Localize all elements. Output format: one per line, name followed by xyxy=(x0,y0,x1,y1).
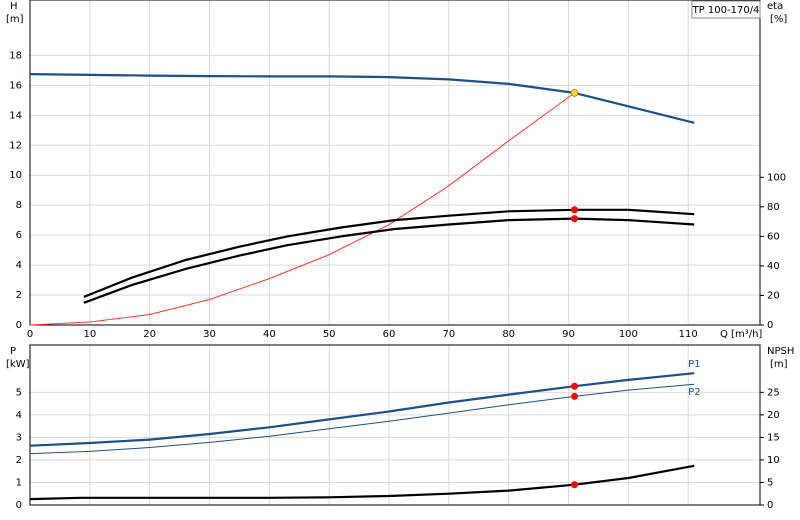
y2-tick-label: 5 xyxy=(767,477,773,488)
y-tick-label: 10 xyxy=(9,170,22,181)
x-tick-label: 0 xyxy=(27,329,33,340)
x-tick-label: 100 xyxy=(619,329,638,340)
x-tick-label: 10 xyxy=(83,329,96,340)
y2-axis-unit: [m] xyxy=(770,359,788,370)
y2-axis-title: NPSH xyxy=(767,346,794,357)
duty-point xyxy=(571,382,579,390)
y-tick-label: 4 xyxy=(16,410,22,421)
y-tick-label: 5 xyxy=(16,387,22,398)
y-tick-label: 6 xyxy=(16,230,22,241)
x-tick-label: 80 xyxy=(502,329,515,340)
plot-frame xyxy=(29,0,761,326)
duty-point xyxy=(571,215,579,223)
x-tick-label: 60 xyxy=(383,329,396,340)
x-tick-label: 90 xyxy=(562,329,575,340)
plot-frame xyxy=(29,344,761,506)
chart-title: TP 100-170/4 xyxy=(692,5,760,16)
curve xyxy=(29,383,695,455)
curve xyxy=(29,92,575,326)
title-box xyxy=(691,0,761,19)
y-axis-unit: [kW] xyxy=(6,359,30,370)
duty-point xyxy=(571,481,579,489)
y-axis-unit: [m] xyxy=(6,14,24,25)
duty-point xyxy=(570,88,579,97)
y-tick-label: 3 xyxy=(16,432,22,443)
y2-tick-label: 0 xyxy=(767,500,773,511)
y2-axis-title: eta xyxy=(767,1,783,12)
y-tick-label: 12 xyxy=(9,140,22,151)
y-tick-label: 14 xyxy=(9,110,22,121)
y2-tick-label: 40 xyxy=(767,261,780,272)
y-axis-title: H xyxy=(10,1,18,12)
x-axis-title: Q [m³/h] xyxy=(720,329,762,340)
duty-point xyxy=(571,206,579,214)
y-tick-label: 2 xyxy=(16,290,22,301)
y2-tick-label: 20 xyxy=(767,410,780,421)
y2-tick-label: 10 xyxy=(767,455,780,466)
duty-point xyxy=(571,392,579,400)
series-label: P2 xyxy=(688,387,700,398)
curve xyxy=(29,372,695,447)
y-tick-label: 2 xyxy=(16,455,22,466)
x-tick-label: 20 xyxy=(143,329,156,340)
x-tick-label: 30 xyxy=(203,329,216,340)
y-tick-label: 4 xyxy=(16,260,22,271)
y-axis-title: P xyxy=(10,346,16,357)
y2-tick-label: 100 xyxy=(767,172,786,183)
y-tick-label: 8 xyxy=(16,200,22,211)
x-tick-label: 110 xyxy=(679,329,698,340)
x-tick-label: 50 xyxy=(323,329,336,340)
y-tick-label: 18 xyxy=(9,50,22,61)
y2-tick-label: 0 xyxy=(767,320,773,331)
curve xyxy=(83,208,695,298)
curve xyxy=(29,73,695,124)
y-tick-label: 16 xyxy=(9,80,22,91)
y2-tick-label: 15 xyxy=(767,432,780,443)
y-tick-label: 1 xyxy=(16,477,22,488)
y2-tick-label: 20 xyxy=(767,290,780,301)
curve xyxy=(83,217,695,304)
y2-tick-label: 60 xyxy=(767,231,780,242)
y-tick-label: 0 xyxy=(16,320,22,331)
y2-tick-label: 80 xyxy=(767,202,780,213)
curve xyxy=(29,464,695,501)
y-tick-label: 0 xyxy=(16,500,22,511)
y2-tick-label: 25 xyxy=(767,387,780,398)
x-tick-label: 40 xyxy=(263,329,276,340)
x-tick-label: 70 xyxy=(442,329,455,340)
y2-axis-unit: [%] xyxy=(770,14,787,25)
series-label: P1 xyxy=(688,359,700,370)
